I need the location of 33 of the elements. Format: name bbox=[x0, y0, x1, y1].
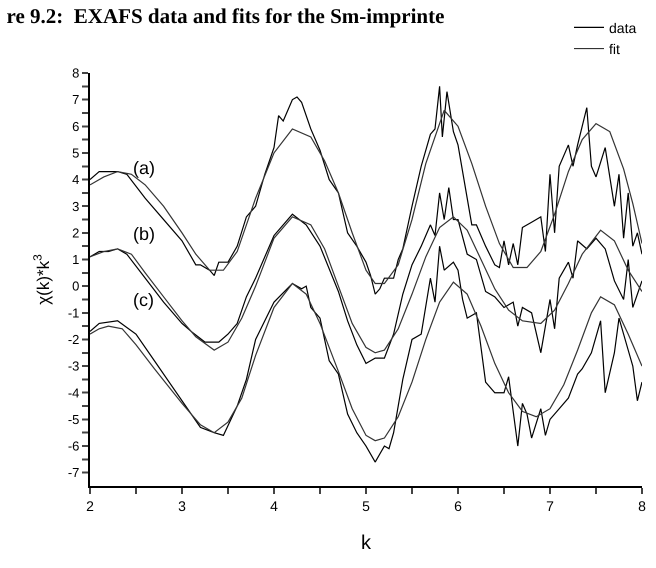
chart-title: re 9.2: EXAFS data and fits for the Sm-imprinte bbox=[6, 4, 444, 28]
y-tick-label: 3 bbox=[72, 198, 80, 214]
y-tick-label: -6 bbox=[68, 438, 80, 454]
annotation: (b) bbox=[133, 224, 155, 244]
x-tick-label: 8 bbox=[638, 498, 646, 514]
legend-label: fit bbox=[609, 41, 620, 57]
y-tick-label: 4 bbox=[72, 172, 80, 188]
y-tick-label: 0 bbox=[72, 278, 80, 294]
y-tick-label: 2 bbox=[72, 225, 80, 240]
annotation: (a) bbox=[133, 158, 155, 178]
y-tick-label: 8 bbox=[72, 66, 80, 81]
line-series bbox=[90, 216, 642, 354]
legend-label: data bbox=[609, 20, 636, 36]
x-tick-label: 4 bbox=[270, 498, 278, 514]
line-series bbox=[90, 282, 642, 442]
annotation: (c) bbox=[133, 290, 154, 310]
y-tick-label: -7 bbox=[68, 465, 80, 480]
x-axis-title: k bbox=[361, 532, 372, 554]
x-tick-label: 2 bbox=[86, 498, 94, 514]
y-tick-label: 7 bbox=[72, 92, 80, 108]
y-tick-label: -2 bbox=[68, 332, 80, 347]
y-tick-label: -4 bbox=[68, 385, 80, 400]
x-tick-label: 3 bbox=[178, 498, 186, 514]
y-tick-label: -3 bbox=[68, 358, 80, 374]
line-series bbox=[90, 110, 642, 284]
y-tick-label: -1 bbox=[68, 305, 80, 320]
x-tick-label: 6 bbox=[454, 498, 462, 514]
x-tick-label: 5 bbox=[362, 498, 370, 514]
x-tick-label: 7 bbox=[546, 498, 554, 514]
y-tick-label: -5 bbox=[68, 412, 80, 427]
y-tick-label: 6 bbox=[72, 118, 80, 134]
y-tick-label: 1 bbox=[72, 252, 80, 268]
y-tick-label: 5 bbox=[72, 145, 80, 160]
